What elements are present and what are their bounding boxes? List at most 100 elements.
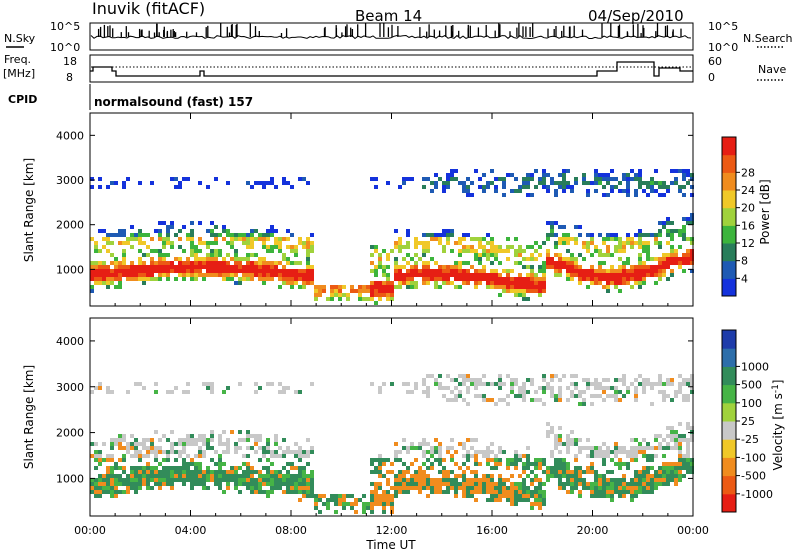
heatmap-cell [478, 177, 482, 181]
heatmap-cell [558, 386, 562, 390]
heatmap-cell [302, 450, 306, 454]
heatmap-cell [558, 426, 562, 430]
heatmap-cell [278, 269, 282, 273]
heatmap-cell [306, 253, 310, 257]
heatmap-cell [438, 237, 442, 241]
colorbar-tick-label: 16 [741, 219, 755, 232]
heatmap-cell [98, 482, 102, 486]
heatmap-cell [282, 269, 286, 273]
heatmap-cell [626, 390, 630, 394]
heatmap-cell [138, 261, 142, 265]
heatmap-cell [294, 245, 298, 249]
heatmap-cell [454, 478, 458, 482]
heatmap-cell [106, 458, 110, 462]
heatmap-cell [670, 257, 674, 261]
heatmap-cell [138, 478, 142, 482]
heatmap-cell [206, 446, 210, 450]
heatmap-cell [622, 474, 626, 478]
heatmap-cell [650, 265, 654, 269]
heatmap-cell [282, 466, 286, 470]
heatmap-cell [618, 494, 622, 498]
heatmap-cell [494, 185, 498, 189]
heatmap-cell [446, 185, 450, 189]
heatmap-cell [542, 378, 546, 382]
heatmap-cell [558, 273, 562, 277]
noise-right-tick-top: 10^5 [708, 20, 738, 33]
heatmap-cell [406, 229, 410, 233]
colorbar-frame [721, 136, 737, 297]
heatmap-cell [586, 241, 590, 245]
heatmap-cell [674, 257, 678, 261]
heatmap-cell [606, 394, 610, 398]
heatmap-cell [650, 386, 654, 390]
heatmap-cell [218, 434, 222, 438]
heatmap-cell [338, 289, 342, 293]
heatmap-cell [578, 402, 582, 406]
heatmap-cell [462, 490, 466, 494]
heatmap-cell [438, 285, 442, 289]
heatmap-cell [470, 490, 474, 494]
heatmap-cell [574, 241, 578, 245]
heatmap-cell [370, 382, 374, 386]
heatmap-cell [162, 273, 166, 277]
heatmap-cell [602, 253, 606, 257]
heatmap-cell [126, 446, 130, 450]
heatmap-cell [166, 390, 170, 394]
heatmap-cell [498, 490, 502, 494]
heatmap-cell [542, 490, 546, 494]
heatmap-cell [566, 269, 570, 273]
heatmap-cell [414, 253, 418, 257]
heatmap-cell [614, 233, 618, 237]
heatmap-cell [574, 386, 578, 390]
heatmap-cell [442, 470, 446, 474]
heatmap-cell [570, 486, 574, 490]
heatmap-cell [690, 466, 694, 470]
heatmap-cell [510, 474, 514, 478]
heatmap-cell [590, 490, 594, 494]
heatmap-cell [98, 474, 102, 478]
power-y-label: Slant Range [km] [22, 158, 36, 262]
heatmap-cell [422, 474, 426, 478]
heatmap-cell [542, 173, 546, 177]
heatmap-cell [522, 249, 526, 253]
heatmap-cell [114, 482, 118, 486]
heatmap-cell [662, 466, 666, 470]
heatmap-cell [230, 237, 234, 241]
heatmap-cell [374, 486, 378, 490]
heatmap-cell [534, 486, 538, 490]
heatmap-cell [354, 502, 358, 506]
heatmap-cell [138, 257, 142, 261]
heatmap-cell [426, 474, 430, 478]
heatmap-cell [106, 386, 110, 390]
heatmap-cell [482, 245, 486, 249]
heatmap-cell [230, 273, 234, 277]
heatmap-cell [566, 442, 570, 446]
heatmap-cell [554, 245, 558, 249]
heatmap-cell [218, 442, 222, 446]
heatmap-cell [150, 249, 154, 253]
heatmap-cell [222, 229, 226, 233]
heatmap-cell [610, 486, 614, 490]
heatmap-cell [514, 285, 518, 289]
heatmap-cell [102, 245, 106, 249]
heatmap-cell [118, 490, 122, 494]
colorbar-tick-label: 4 [741, 272, 748, 285]
heatmap-cell [562, 181, 566, 185]
heatmap-cell [290, 245, 294, 249]
heatmap-cell [386, 293, 390, 297]
heatmap-cell [102, 442, 106, 446]
heatmap-cell [634, 177, 638, 181]
heatmap-cell [578, 277, 582, 281]
heatmap-cell [566, 237, 570, 241]
heatmap-cell [130, 265, 134, 269]
heatmap-cell [162, 482, 166, 486]
heatmap-cell [182, 225, 186, 229]
heatmap-cell [570, 478, 574, 482]
heatmap-cell [338, 494, 342, 498]
heatmap-cell [278, 486, 282, 490]
heatmap-cell [226, 277, 230, 281]
heatmap-cell [226, 486, 230, 490]
heatmap-cell [382, 293, 386, 297]
heatmap-cell [274, 241, 278, 245]
heatmap-cell [318, 510, 322, 514]
